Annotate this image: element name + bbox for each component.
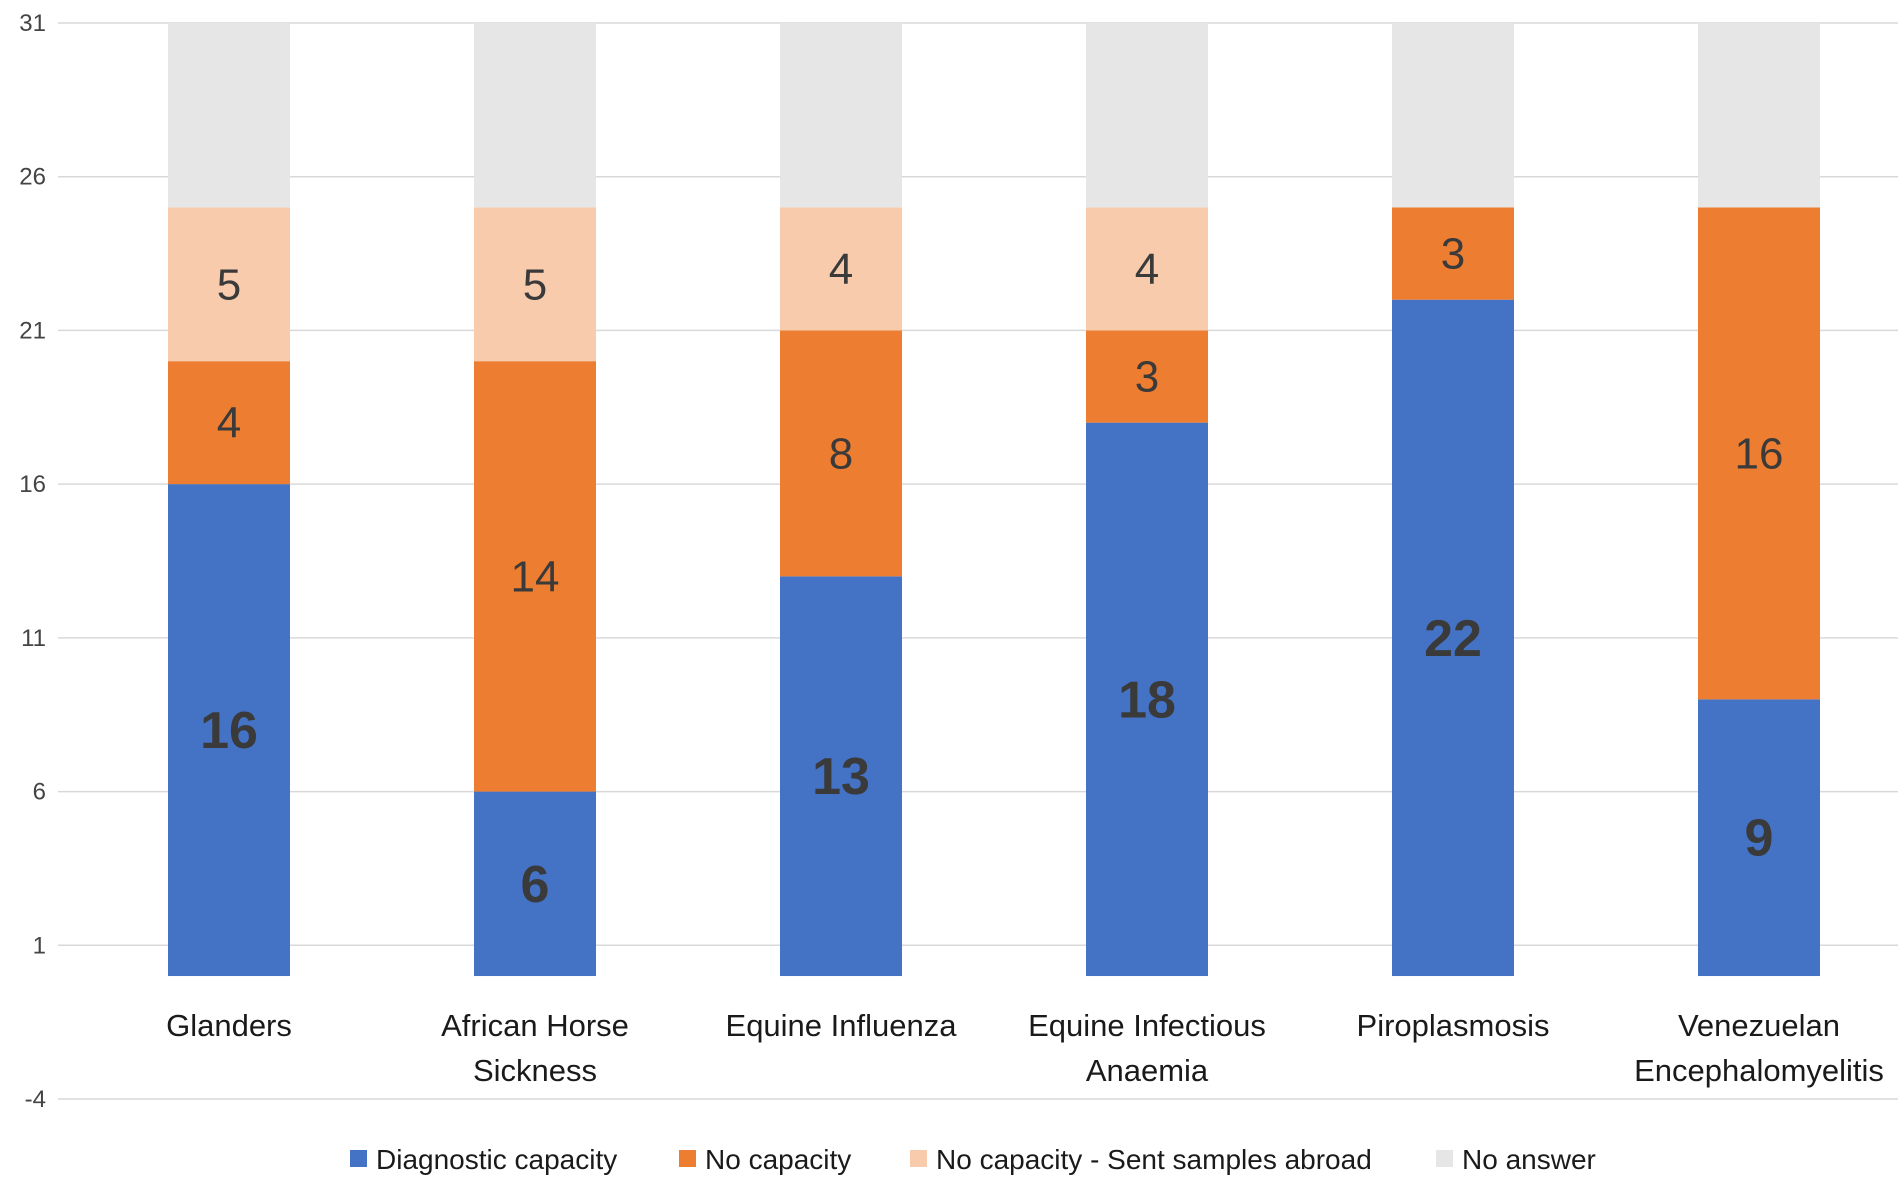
bar-segment — [168, 207, 290, 362]
data-label: 4 — [217, 399, 241, 448]
data-label: 18 — [1118, 671, 1176, 729]
bar-segment — [1392, 299, 1514, 977]
data-label: 3 — [1441, 230, 1465, 279]
legend-swatch — [350, 1150, 367, 1167]
y-tick-label: 21 — [19, 317, 46, 344]
bar-segment — [1698, 207, 1820, 700]
bar-segment — [780, 207, 902, 331]
legend-label: No capacity — [705, 1144, 851, 1175]
data-label: 5 — [523, 260, 547, 309]
data-label: 9 — [1745, 810, 1774, 868]
bar-segment — [168, 361, 290, 485]
data-label: 8 — [829, 429, 853, 478]
legend-swatch — [910, 1150, 927, 1167]
legend-label: No answer — [1462, 1144, 1596, 1175]
data-label: 13 — [812, 748, 870, 806]
bar-segments — [168, 23, 1820, 977]
legend: Diagnostic capacity No capacity No capacit… — [350, 1144, 1596, 1175]
y-tick-label: 31 — [19, 10, 46, 37]
legend-label: No capacity - Sent samples abroad — [936, 1144, 1372, 1175]
y-tick-label: 1 — [33, 932, 46, 959]
y-tick-label: 6 — [33, 779, 46, 806]
y-tick-label: 26 — [19, 164, 46, 191]
legend-label: Diagnostic capacity — [376, 1144, 617, 1175]
category-labels: Glanders African Horse Sickness Equine Infl… — [166, 1008, 1884, 1088]
bar-segment — [1392, 23, 1514, 208]
data-label: 6 — [521, 856, 550, 914]
legend-swatch — [679, 1150, 696, 1167]
data-label: 22 — [1424, 610, 1482, 668]
category-label: Equine Influenza — [726, 1008, 958, 1043]
legend-swatch — [1436, 1150, 1453, 1167]
bar-segment — [780, 576, 902, 977]
gridlines — [58, 22, 1898, 1100]
bar-segment — [168, 484, 290, 977]
bar-segment — [1392, 207, 1514, 300]
category-label: Venezuelan Encephalomyelitis — [1634, 1008, 1884, 1088]
data-label: 16 — [200, 702, 258, 760]
y-tick-label: -4 — [25, 1086, 46, 1113]
category-label: African Horse Sickness — [441, 1008, 629, 1088]
bar-segment — [1698, 23, 1820, 208]
y-tick-label: 16 — [19, 471, 46, 498]
data-labels: 16 4 5 6 14 5 13 8 4 18 3 4 22 3 9 16 — [200, 230, 1783, 914]
bar-segment — [1086, 330, 1208, 423]
bar-segment — [1086, 207, 1208, 331]
bar-segment — [1698, 699, 1820, 977]
data-label: 5 — [217, 260, 241, 309]
data-label: 4 — [1135, 245, 1159, 294]
category-label: Equine Infectious Anaemia — [1028, 1008, 1266, 1088]
data-label: 4 — [829, 245, 853, 294]
bar-segment — [1086, 23, 1208, 208]
bar-segment — [780, 23, 902, 208]
bar-segment — [168, 23, 290, 208]
bar-segment — [474, 23, 596, 208]
bar-segment — [474, 361, 596, 792]
data-label: 3 — [1135, 353, 1159, 402]
data-label: 16 — [1735, 429, 1784, 478]
bar-segment — [474, 791, 596, 977]
category-label: Glanders — [166, 1008, 292, 1043]
data-label: 14 — [511, 552, 560, 601]
bar-segment — [474, 207, 596, 362]
category-label: Piroplasmosis — [1357, 1008, 1550, 1043]
y-tick-label: 11 — [21, 625, 46, 652]
bar-segment — [780, 330, 902, 577]
bar-segment — [1086, 422, 1208, 977]
y-axis-tick-labels: 31 26 21 16 11 6 1 -4 — [19, 10, 46, 1113]
